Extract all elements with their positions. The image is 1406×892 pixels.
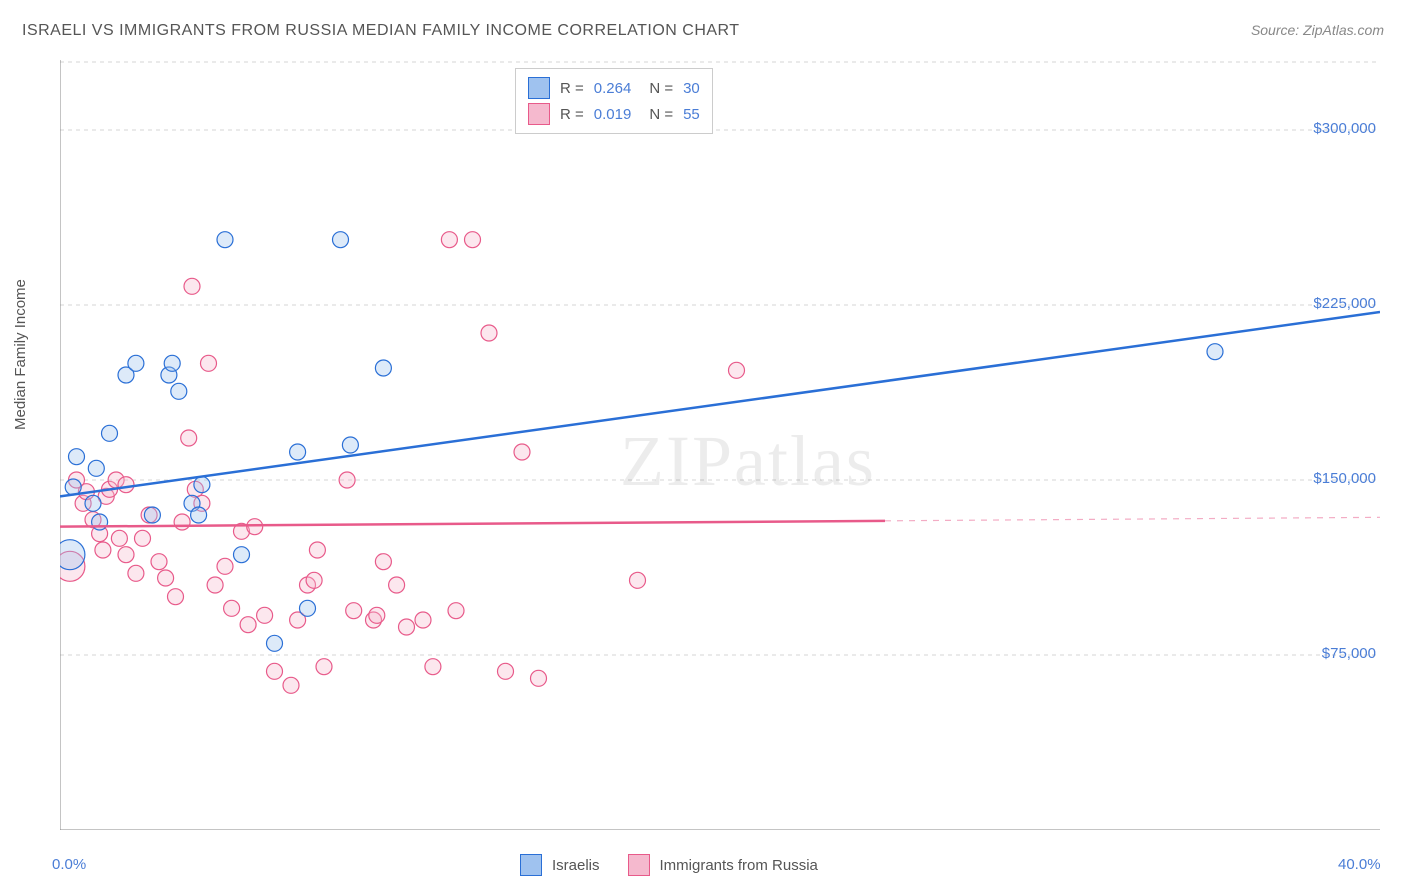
scatter-plot-svg <box>60 60 1380 830</box>
legend-row-israelis: R = 0.264 N = 30 <box>528 75 700 101</box>
y-tick-label: $150,000 <box>1313 470 1376 487</box>
legend-swatch-israelis <box>528 77 550 99</box>
legend-label-russia: Immigrants from Russia <box>660 857 818 874</box>
x-tick-label: 40.0% <box>1338 856 1381 873</box>
legend-swatch-russia-bottom <box>628 854 650 876</box>
legend-row-russia: R = 0.019 N = 55 <box>528 101 700 127</box>
source-attribution: Source: ZipAtlas.com <box>1251 22 1384 38</box>
legend-n-value-israelis: 30 <box>683 80 700 97</box>
legend-r-value-russia: 0.019 <box>594 106 632 123</box>
legend-swatch-israelis-bottom <box>520 854 542 876</box>
chart-title: ISRAELI VS IMMIGRANTS FROM RUSSIA MEDIAN… <box>22 22 740 40</box>
x-tick-label: 0.0% <box>52 856 86 873</box>
y-tick-label: $300,000 <box>1313 120 1376 137</box>
legend-r-value-israelis: 0.264 <box>594 80 632 97</box>
series-legend: Israelis Immigrants from Russia <box>520 854 818 876</box>
legend-n-value-russia: 55 <box>683 106 700 123</box>
plot-area: ZIPatlas R = 0.264 N = 30 R = 0.019 N = … <box>60 60 1380 830</box>
legend-r-label: R = <box>560 80 584 97</box>
y-axis-label: Median Family Income <box>12 279 29 430</box>
chart-container: ISRAELI VS IMMIGRANTS FROM RUSSIA MEDIAN… <box>0 0 1406 892</box>
legend-n-label: N = <box>649 106 673 123</box>
correlation-legend: R = 0.264 N = 30 R = 0.019 N = 55 <box>515 68 713 134</box>
y-tick-label: $75,000 <box>1322 645 1376 662</box>
legend-label-israelis: Israelis <box>552 857 600 874</box>
y-tick-label: $225,000 <box>1313 295 1376 312</box>
legend-r-label: R = <box>560 106 584 123</box>
legend-n-label: N = <box>649 80 673 97</box>
legend-swatch-russia <box>528 103 550 125</box>
